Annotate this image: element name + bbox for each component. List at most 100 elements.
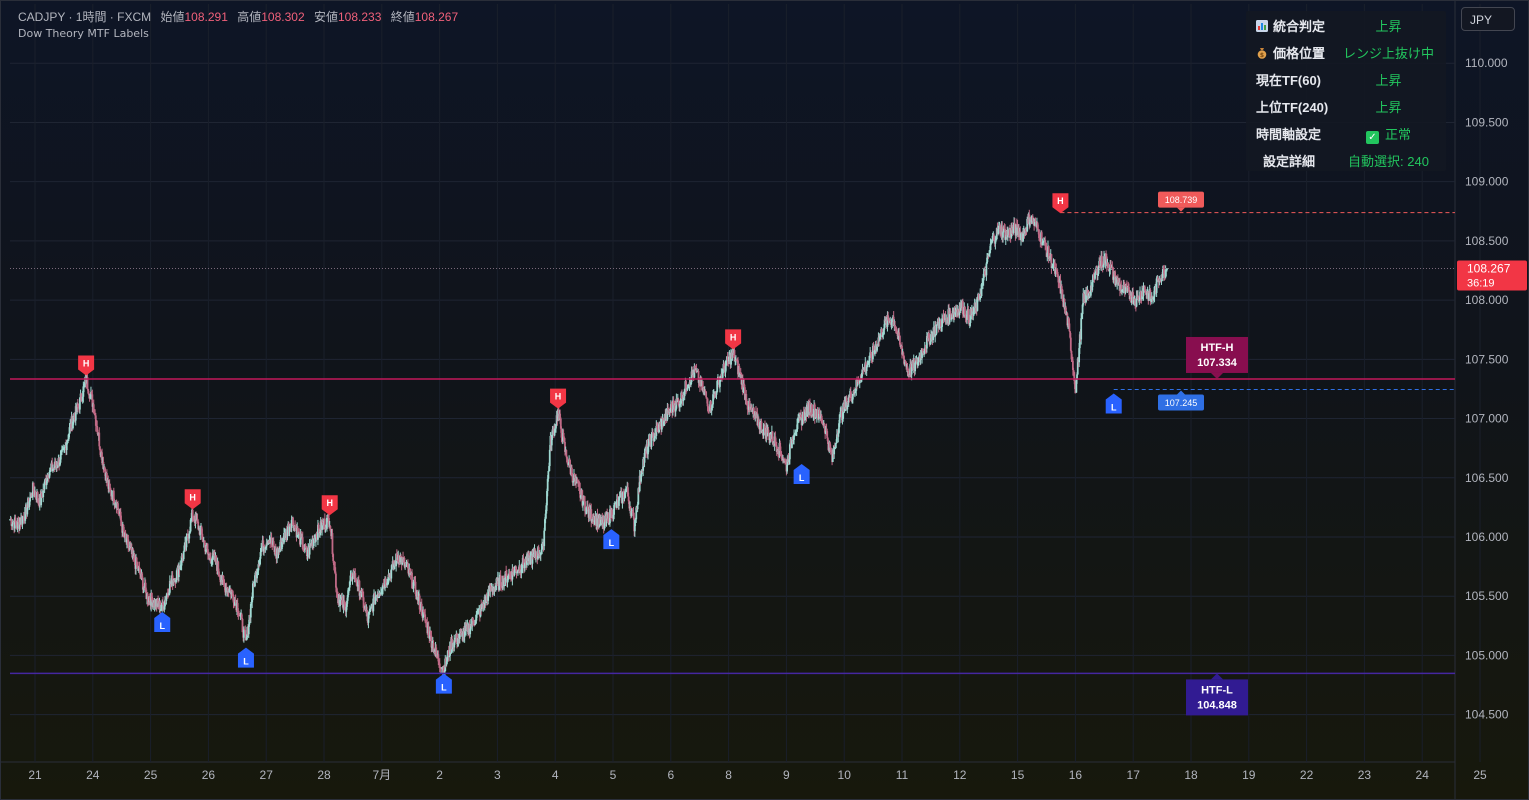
- candle-body: [472, 617, 474, 622]
- candle-body: [578, 486, 581, 489]
- candle-body: [923, 347, 926, 352]
- candle-body: [860, 372, 863, 380]
- candle-body: [879, 334, 882, 337]
- candle-body: [318, 528, 321, 534]
- candle-body: [944, 314, 947, 320]
- candle-body: [265, 546, 267, 548]
- swing-low-marker[interactable]: L: [1105, 393, 1122, 414]
- candle-body: [522, 557, 525, 565]
- candle-body: [901, 345, 903, 355]
- candle-body: [485, 595, 487, 603]
- candle-body: [872, 345, 875, 352]
- candle-body: [508, 573, 511, 575]
- recent-high-tag[interactable]: 108.739: [1158, 191, 1204, 212]
- indicator-name[interactable]: Dow Theory MTF Labels: [18, 27, 149, 40]
- candle-body: [627, 487, 629, 497]
- swing-high-marker[interactable]: H: [78, 355, 95, 376]
- symbol-label: CADJPY · 1時間 · FXCM: [18, 10, 152, 24]
- candle-body: [668, 410, 671, 414]
- candle-body: [713, 393, 716, 395]
- candle-body: [964, 307, 966, 315]
- candle-body: [930, 334, 932, 342]
- candle-body: [1011, 227, 1013, 231]
- candle-body: [887, 319, 890, 322]
- swing-low-marker[interactable]: L: [435, 673, 452, 694]
- candle-body: [811, 404, 813, 416]
- candle-body: [571, 475, 574, 483]
- candle-body: [1164, 270, 1167, 278]
- swing-low-marker[interactable]: L: [237, 647, 254, 668]
- candle-body: [1160, 274, 1163, 282]
- candle-body: [203, 541, 206, 544]
- candle-body: [254, 575, 256, 587]
- candle-body: [53, 467, 56, 469]
- candle-body: [534, 549, 537, 557]
- candle-body: [593, 520, 596, 525]
- swing-high-marker[interactable]: H: [550, 388, 567, 409]
- candle-body: [336, 592, 339, 597]
- candle-body: [774, 436, 777, 444]
- marker-shape: [321, 495, 338, 516]
- candle-body: [836, 434, 838, 443]
- recent-low-tag[interactable]: 107.245: [1158, 390, 1204, 411]
- marker-shape: [725, 329, 742, 350]
- candle-body: [1076, 374, 1078, 379]
- y-tick-label: 106.000: [1465, 530, 1509, 544]
- candle-body: [432, 642, 435, 653]
- x-tick-label: 19: [1242, 768, 1256, 782]
- candle-body: [249, 604, 252, 618]
- swing-high-marker[interactable]: H: [321, 495, 338, 516]
- candle-body: [793, 434, 796, 436]
- candle-body: [851, 393, 854, 400]
- swing-low-marker[interactable]: L: [154, 612, 171, 633]
- candle-body: [1031, 216, 1034, 224]
- candle-body: [1080, 314, 1083, 319]
- candle-body: [504, 571, 507, 582]
- candle-body: [192, 516, 195, 518]
- candle-body: [746, 405, 749, 410]
- candle-body: [182, 551, 185, 560]
- candle-body: [925, 336, 928, 349]
- candle-body: [559, 413, 562, 419]
- x-tick-label: 25: [144, 768, 158, 782]
- currency-button[interactable]: JPY: [1461, 7, 1515, 31]
- candle-body: [1067, 317, 1070, 324]
- candle-body: [701, 380, 704, 392]
- candle-body: [189, 531, 191, 534]
- info-row-position: $ 価格位置 レンジ上抜け中: [1246, 38, 1446, 64]
- candle-body: [1000, 234, 1002, 236]
- swing-high-marker[interactable]: H: [725, 329, 742, 350]
- candle-body: [196, 518, 199, 522]
- open-value: 108.291: [184, 10, 228, 24]
- htf-high-box-label: HTF-H: [1201, 342, 1234, 354]
- candle-body: [369, 607, 372, 609]
- swing-high-marker[interactable]: H: [184, 489, 201, 510]
- candle-body: [1025, 231, 1028, 233]
- candle-body: [520, 569, 523, 573]
- candle-body: [690, 382, 692, 385]
- candle-body: [335, 573, 337, 588]
- candle-body: [742, 383, 745, 393]
- candle-body: [475, 614, 478, 621]
- candle-body: [141, 577, 144, 590]
- candle-body: [957, 309, 959, 313]
- candle-body: [870, 353, 873, 359]
- swing-high-marker[interactable]: H: [1052, 193, 1069, 214]
- marker-text: H: [189, 492, 196, 502]
- candle-body: [403, 558, 406, 567]
- candle-body: [719, 378, 721, 387]
- candle-body: [233, 600, 236, 606]
- htf-low-box[interactable]: HTF-L 104.848: [1186, 673, 1248, 716]
- candle-body: [114, 503, 117, 505]
- marker-text: L: [243, 657, 249, 667]
- candle-body: [230, 590, 233, 595]
- swing-low-marker[interactable]: L: [793, 463, 810, 484]
- swing-low-marker[interactable]: L: [603, 529, 620, 550]
- candle-body: [566, 462, 569, 465]
- candle-body: [674, 405, 676, 412]
- candle-body: [877, 337, 880, 347]
- candle-body: [748, 400, 751, 407]
- htf-high-box[interactable]: HTF-H 107.334: [1186, 336, 1248, 379]
- candle-body: [438, 663, 441, 668]
- candle-body: [387, 574, 390, 583]
